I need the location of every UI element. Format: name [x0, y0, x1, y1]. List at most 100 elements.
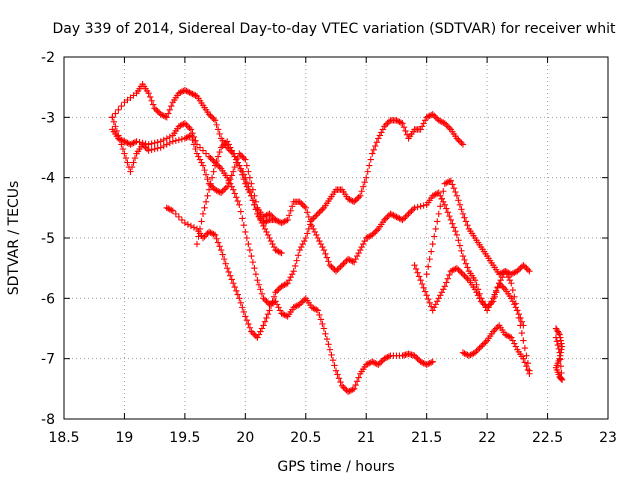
- data-point: [411, 352, 418, 359]
- data-point: [282, 312, 290, 319]
- data-point: [255, 213, 263, 221]
- data-point: [378, 129, 385, 136]
- data-point: [281, 281, 288, 288]
- data-point: [429, 240, 436, 248]
- data-point: [186, 132, 193, 140]
- data-point: [160, 142, 167, 150]
- data-point: [349, 386, 356, 393]
- data-point: [224, 264, 231, 272]
- data-point: [227, 175, 234, 183]
- data-point: [311, 213, 319, 221]
- data-point: [319, 243, 326, 251]
- data-point: [151, 139, 158, 147]
- data-point: [428, 359, 435, 366]
- data-point: [302, 204, 309, 212]
- data-point: [512, 343, 520, 350]
- data-point: [275, 218, 282, 225]
- data-point: [128, 163, 136, 171]
- data-point: [257, 216, 264, 224]
- data-point: [295, 252, 302, 259]
- data-point: [263, 298, 270, 305]
- data-point: [192, 92, 199, 99]
- data-point: [423, 361, 430, 368]
- data-point: [257, 286, 264, 293]
- data-point: [243, 183, 251, 190]
- data-point: [124, 159, 131, 166]
- data-point: [227, 272, 234, 279]
- data-point: [261, 296, 269, 304]
- data-point: [109, 114, 116, 121]
- data-point: [301, 296, 308, 304]
- x-tick-label: 22.5: [532, 430, 563, 446]
- data-point: [248, 252, 255, 260]
- data-point: [186, 124, 193, 132]
- data-point: [431, 233, 438, 240]
- data-point: [195, 153, 202, 160]
- data-point: [317, 207, 325, 215]
- data-point: [479, 341, 486, 349]
- data-point: [207, 154, 214, 162]
- data-point: [293, 302, 300, 310]
- data-point: [350, 385, 358, 393]
- data-point: [205, 228, 213, 236]
- data-point: [468, 350, 476, 358]
- data-point: [437, 292, 444, 299]
- data-point: [353, 195, 361, 202]
- data-point: [219, 251, 226, 258]
- data-point: [556, 349, 563, 356]
- data-point: [558, 376, 566, 383]
- data-point: [202, 231, 210, 239]
- data-point: [372, 142, 379, 150]
- data-point: [432, 114, 439, 121]
- data-point: [202, 171, 210, 178]
- data-point: [261, 225, 269, 233]
- data-point: [353, 252, 361, 260]
- data-point: [211, 231, 219, 239]
- data-point: [524, 266, 532, 273]
- data-point: [116, 136, 124, 144]
- data-point: [443, 179, 450, 187]
- data-point: [508, 271, 515, 278]
- data-point: [157, 144, 164, 151]
- data-point: [434, 218, 441, 225]
- series-track-4: [193, 138, 285, 257]
- data-point: [273, 287, 281, 294]
- data-point: [133, 138, 140, 145]
- data-point: [375, 135, 382, 142]
- data-point: [190, 133, 198, 141]
- data-point: [355, 249, 362, 257]
- data-point: [453, 231, 461, 239]
- data-point: [242, 156, 249, 163]
- data-point: [423, 271, 430, 278]
- data-point: [119, 137, 127, 144]
- data-point: [369, 150, 376, 157]
- data-point: [435, 189, 442, 196]
- data-point: [447, 177, 455, 184]
- data-point: [243, 234, 251, 242]
- data-point: [477, 343, 485, 350]
- data-point: [284, 280, 291, 287]
- data-point: [418, 359, 426, 366]
- data-point: [429, 358, 436, 365]
- data-point: [492, 325, 500, 332]
- data-point: [411, 261, 418, 269]
- data-point: [208, 183, 216, 190]
- data-point: [393, 117, 400, 124]
- data-point: [467, 351, 474, 359]
- data-point: [127, 168, 134, 175]
- data-point: [557, 337, 565, 344]
- data-point: [307, 221, 314, 228]
- data-point: [239, 304, 246, 311]
- data-point: [199, 234, 207, 242]
- data-point: [282, 217, 290, 224]
- data-point: [444, 275, 452, 282]
- data-point: [272, 246, 279, 254]
- data-point: [338, 261, 346, 269]
- data-point: [251, 264, 258, 272]
- data-point: [418, 123, 426, 130]
- data-point: [452, 265, 459, 273]
- data-point: [458, 206, 465, 213]
- data-point: [296, 246, 303, 254]
- data-point: [243, 317, 251, 324]
- data-point: [290, 304, 297, 311]
